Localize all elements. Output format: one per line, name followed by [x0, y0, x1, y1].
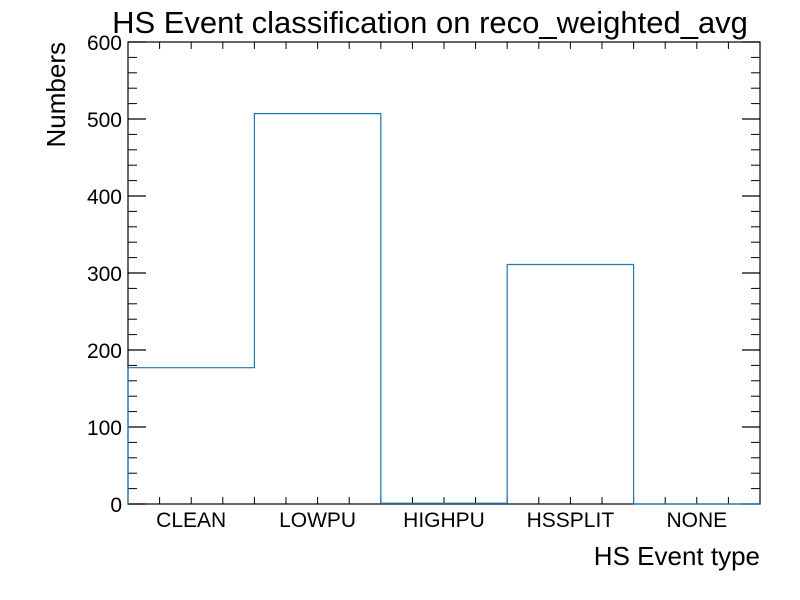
- y-tick-label: 200: [87, 340, 122, 363]
- axis-ticks: [128, 41, 760, 505]
- y-tick-labels: 0 100 200 300 400 500 600: [87, 32, 122, 517]
- y-tick-label: 0: [110, 494, 122, 517]
- y-tick-label: 400: [87, 186, 122, 209]
- x-tick-label: LOWPU: [279, 509, 356, 532]
- x-tick-label: HSSPLIT: [527, 509, 615, 532]
- x-tick-label: NONE: [666, 509, 727, 532]
- histogram-step-line: [127, 113, 760, 505]
- y-tick-label: 300: [87, 263, 122, 286]
- plot-frame: [127, 41, 761, 505]
- x-tick-labels: CLEAN LOWPU HIGHPU HSSPLIT NONE: [156, 509, 727, 532]
- y-axis-label: Numbers: [41, 42, 71, 147]
- x-axis-label: HS Event type: [594, 541, 760, 571]
- chart-title: HS Event classification on reco_weighted…: [112, 5, 748, 40]
- y-tick-label: 100: [87, 417, 122, 440]
- y-tick-label: 600: [87, 32, 122, 55]
- x-tick-label: CLEAN: [156, 509, 226, 532]
- y-tick-label: 500: [87, 109, 122, 132]
- x-tick-label: HIGHPU: [403, 509, 485, 532]
